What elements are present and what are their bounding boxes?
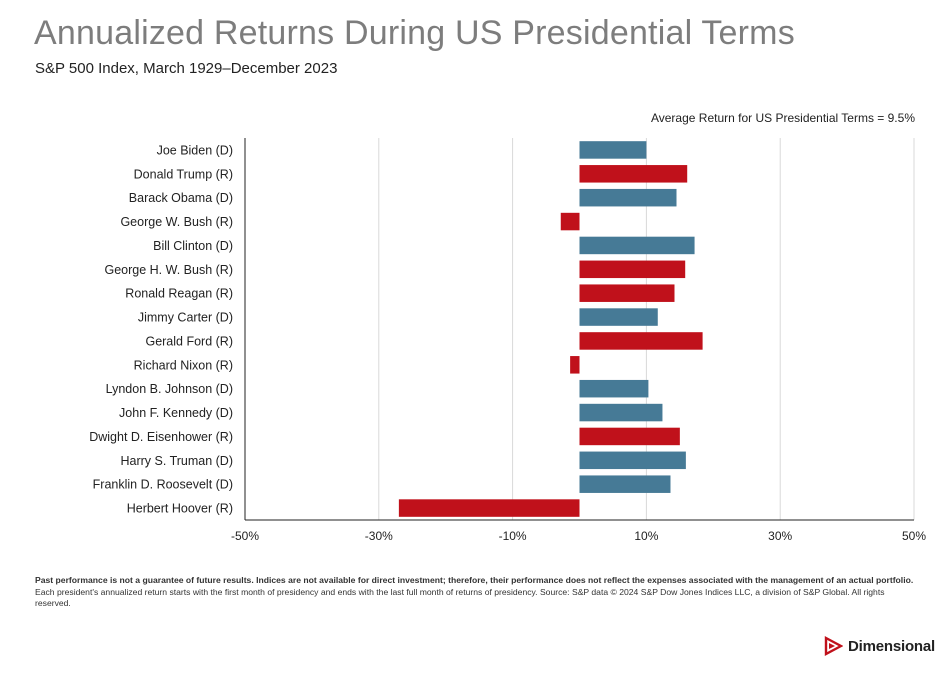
dimensional-logo-icon (824, 636, 843, 656)
bar (579, 475, 671, 493)
bar (398, 499, 580, 517)
chart-subtitle: S&P 500 Index, March 1929–December 2023 (35, 60, 338, 77)
bar (570, 356, 580, 374)
bar (579, 403, 663, 422)
bar (579, 332, 703, 350)
category-label: John F. Kennedy (D) (119, 406, 233, 420)
category-label: Lyndon B. Johnson (D) (106, 382, 233, 396)
chart-title: Annualized Returns During US Presidentia… (34, 14, 795, 52)
x-tick-label: -50% (231, 529, 259, 543)
bar (579, 260, 686, 279)
category-label: Joe Biden (D) (157, 143, 233, 157)
category-label: Donald Trump (R) (134, 167, 233, 181)
disclaimer-bold: Past performance is not a guarantee of f… (35, 575, 914, 585)
x-tick-label: -30% (365, 529, 393, 543)
x-tick-label: 30% (768, 529, 792, 543)
category-label: Bill Clinton (D) (153, 239, 233, 253)
bar (579, 141, 647, 159)
bar (579, 379, 649, 398)
bar (579, 451, 686, 470)
bar-chart: Joe Biden (D) Donald Trump (R) Barack Obam… (89, 138, 926, 543)
x-tick-label: 10% (634, 529, 658, 543)
category-label: Gerald Ford (R) (145, 334, 233, 348)
category-label: Barack Obama (D) (129, 191, 233, 205)
x-tick-label: 50% (902, 529, 926, 543)
category-label: George W. Bush (R) (120, 215, 233, 229)
category-label: Harry S. Truman (D) (120, 454, 233, 468)
average-return-note: Average Return for US Presidential Terms… (650, 111, 915, 125)
bar (579, 188, 677, 207)
bar (579, 165, 688, 183)
disclaimer-regular: Each president's annualized return start… (35, 586, 885, 609)
category-label: Franklin D. Roosevelt (D) (93, 478, 233, 492)
category-label: George H. W. Bush (R) (104, 263, 233, 277)
bar (579, 427, 680, 446)
bar (579, 236, 695, 255)
bar (560, 212, 580, 231)
category-label: Ronald Reagan (R) (125, 287, 233, 301)
category-label: Richard Nixon (R) (134, 358, 233, 372)
bar (579, 308, 658, 326)
category-label: Herbert Hoover (R) (127, 502, 233, 516)
category-label: Dwight D. Eisenhower (R) (89, 430, 233, 444)
bar (579, 284, 675, 302)
logo-text: Dimensional (848, 637, 935, 655)
category-label: Jimmy Carter (D) (138, 311, 233, 325)
dimensional-logo: Dimensional (823, 636, 935, 656)
x-tick-label: -10% (499, 529, 527, 543)
disclaimer-footnote: Past performance is not a guarantee of f… (35, 575, 915, 610)
